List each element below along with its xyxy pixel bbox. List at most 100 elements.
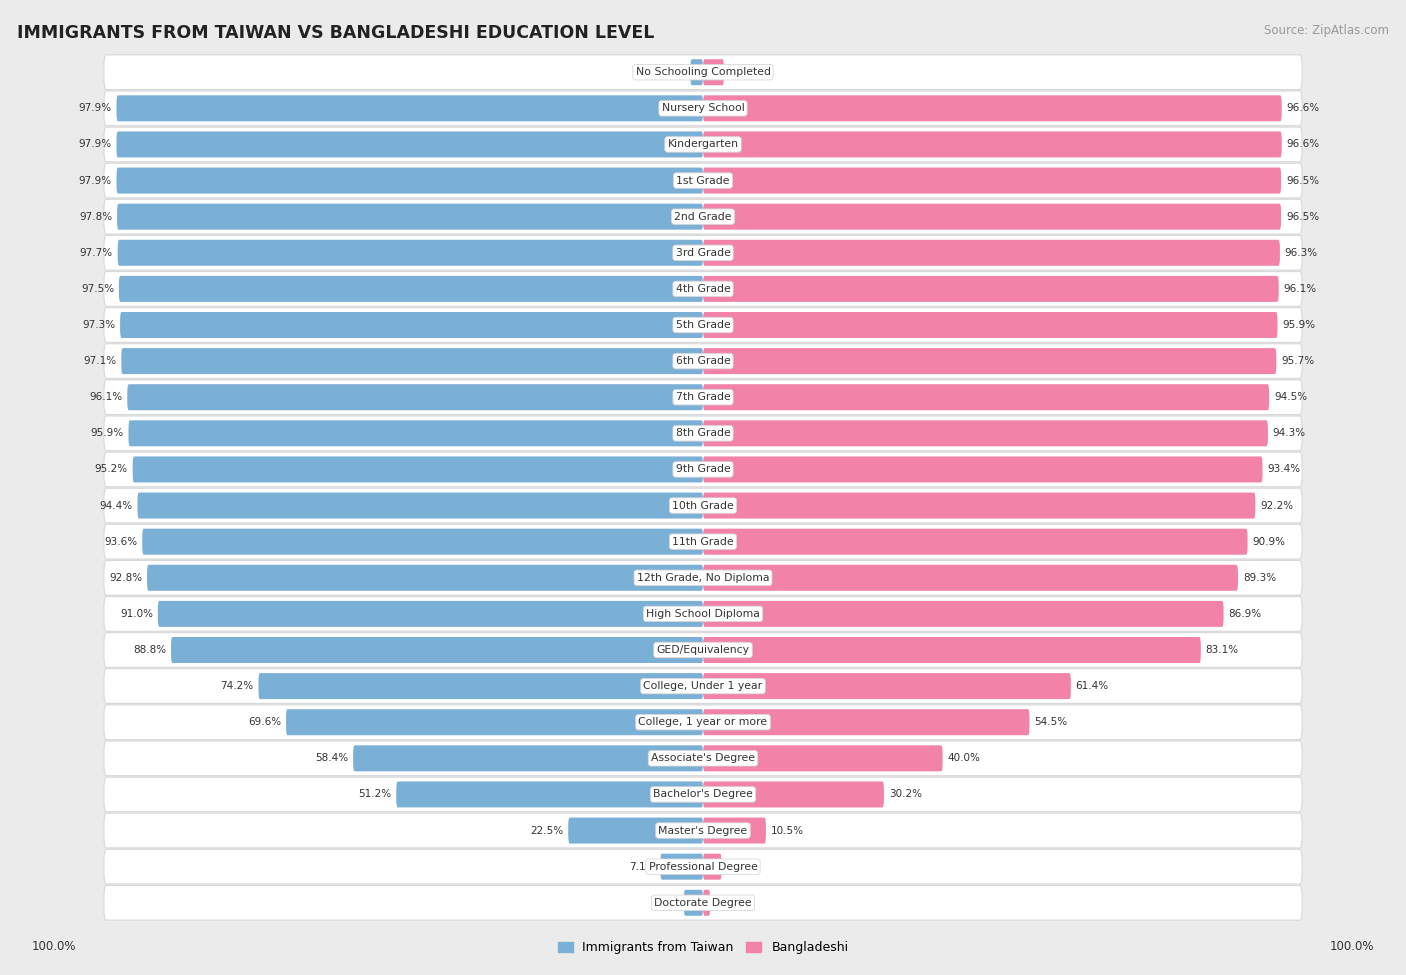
FancyBboxPatch shape — [703, 240, 1279, 266]
Text: 10th Grade: 10th Grade — [672, 500, 734, 511]
FancyBboxPatch shape — [132, 456, 703, 483]
Text: 1st Grade: 1st Grade — [676, 176, 730, 185]
Text: 97.1%: 97.1% — [83, 356, 117, 366]
Text: 95.7%: 95.7% — [1281, 356, 1315, 366]
FancyBboxPatch shape — [703, 745, 942, 771]
FancyBboxPatch shape — [128, 384, 703, 410]
FancyBboxPatch shape — [104, 380, 1302, 414]
Text: 30.2%: 30.2% — [889, 790, 922, 799]
FancyBboxPatch shape — [104, 885, 1302, 920]
Text: 92.2%: 92.2% — [1260, 500, 1294, 511]
Text: 96.1%: 96.1% — [1284, 284, 1316, 293]
FancyBboxPatch shape — [353, 745, 703, 771]
Text: 12th Grade, No Diploma: 12th Grade, No Diploma — [637, 572, 769, 583]
Text: 96.5%: 96.5% — [1286, 176, 1319, 185]
FancyBboxPatch shape — [104, 669, 1302, 703]
Text: 58.4%: 58.4% — [315, 754, 349, 763]
FancyBboxPatch shape — [121, 348, 703, 374]
FancyBboxPatch shape — [285, 709, 703, 735]
Text: 94.4%: 94.4% — [100, 500, 132, 511]
Text: 95.9%: 95.9% — [1282, 320, 1316, 330]
Text: 96.6%: 96.6% — [1286, 103, 1320, 113]
FancyBboxPatch shape — [104, 127, 1302, 162]
FancyBboxPatch shape — [104, 488, 1302, 523]
Text: 95.9%: 95.9% — [90, 428, 124, 439]
Text: 90.9%: 90.9% — [1253, 536, 1285, 547]
FancyBboxPatch shape — [703, 348, 1277, 374]
FancyBboxPatch shape — [148, 565, 703, 591]
Text: 83.1%: 83.1% — [1205, 645, 1239, 655]
Text: 89.3%: 89.3% — [1243, 572, 1275, 583]
FancyBboxPatch shape — [703, 709, 1029, 735]
Text: No Schooling Completed: No Schooling Completed — [636, 67, 770, 77]
Text: 97.5%: 97.5% — [82, 284, 114, 293]
FancyBboxPatch shape — [120, 312, 703, 338]
FancyBboxPatch shape — [703, 59, 724, 85]
Text: College, Under 1 year: College, Under 1 year — [644, 682, 762, 691]
Text: 11th Grade: 11th Grade — [672, 536, 734, 547]
FancyBboxPatch shape — [703, 854, 721, 879]
Text: 97.7%: 97.7% — [80, 248, 112, 257]
Text: 54.5%: 54.5% — [1035, 718, 1067, 727]
FancyBboxPatch shape — [104, 705, 1302, 740]
FancyBboxPatch shape — [703, 168, 1281, 194]
FancyBboxPatch shape — [104, 344, 1302, 378]
Text: 100.0%: 100.0% — [32, 940, 76, 953]
Text: 94.5%: 94.5% — [1274, 392, 1308, 403]
FancyBboxPatch shape — [104, 452, 1302, 487]
Text: 22.5%: 22.5% — [530, 826, 564, 836]
FancyBboxPatch shape — [104, 849, 1302, 884]
Text: College, 1 year or more: College, 1 year or more — [638, 718, 768, 727]
FancyBboxPatch shape — [118, 240, 703, 266]
Text: Nursery School: Nursery School — [662, 103, 744, 113]
FancyBboxPatch shape — [117, 132, 703, 157]
FancyBboxPatch shape — [120, 276, 703, 302]
FancyBboxPatch shape — [568, 818, 703, 843]
FancyBboxPatch shape — [104, 777, 1302, 812]
Text: 92.8%: 92.8% — [110, 572, 142, 583]
Text: 95.2%: 95.2% — [94, 464, 128, 475]
Text: 88.8%: 88.8% — [134, 645, 166, 655]
FancyBboxPatch shape — [703, 890, 710, 916]
FancyBboxPatch shape — [683, 890, 703, 916]
Text: Master's Degree: Master's Degree — [658, 826, 748, 836]
Text: 2.1%: 2.1% — [659, 67, 686, 77]
Text: 51.2%: 51.2% — [359, 790, 391, 799]
FancyBboxPatch shape — [128, 420, 703, 447]
FancyBboxPatch shape — [117, 168, 703, 194]
FancyBboxPatch shape — [703, 492, 1256, 519]
Text: 94.3%: 94.3% — [1272, 428, 1306, 439]
FancyBboxPatch shape — [104, 199, 1302, 234]
FancyBboxPatch shape — [703, 781, 884, 807]
FancyBboxPatch shape — [661, 854, 703, 879]
Text: 61.4%: 61.4% — [1076, 682, 1109, 691]
FancyBboxPatch shape — [104, 235, 1302, 270]
Text: 97.9%: 97.9% — [79, 176, 111, 185]
Text: 96.5%: 96.5% — [1286, 212, 1319, 221]
Text: Source: ZipAtlas.com: Source: ZipAtlas.com — [1264, 24, 1389, 37]
Text: 97.8%: 97.8% — [79, 212, 112, 221]
Text: 10.5%: 10.5% — [770, 826, 804, 836]
FancyBboxPatch shape — [157, 601, 703, 627]
Text: 3.2%: 3.2% — [652, 898, 679, 908]
FancyBboxPatch shape — [703, 312, 1278, 338]
FancyBboxPatch shape — [142, 528, 703, 555]
FancyBboxPatch shape — [703, 456, 1263, 483]
Text: 8th Grade: 8th Grade — [676, 428, 730, 439]
Text: 3rd Grade: 3rd Grade — [675, 248, 731, 257]
Text: Kindergarten: Kindergarten — [668, 139, 738, 149]
Text: Professional Degree: Professional Degree — [648, 862, 758, 872]
FancyBboxPatch shape — [104, 561, 1302, 595]
FancyBboxPatch shape — [138, 492, 703, 519]
Text: 6th Grade: 6th Grade — [676, 356, 730, 366]
Text: 5th Grade: 5th Grade — [676, 320, 730, 330]
FancyBboxPatch shape — [104, 272, 1302, 306]
FancyBboxPatch shape — [690, 59, 703, 85]
FancyBboxPatch shape — [104, 633, 1302, 667]
Legend: Immigrants from Taiwan, Bangladeshi: Immigrants from Taiwan, Bangladeshi — [553, 936, 853, 959]
Text: 96.1%: 96.1% — [90, 392, 122, 403]
FancyBboxPatch shape — [703, 384, 1270, 410]
Text: 4th Grade: 4th Grade — [676, 284, 730, 293]
FancyBboxPatch shape — [703, 637, 1201, 663]
FancyBboxPatch shape — [703, 818, 766, 843]
